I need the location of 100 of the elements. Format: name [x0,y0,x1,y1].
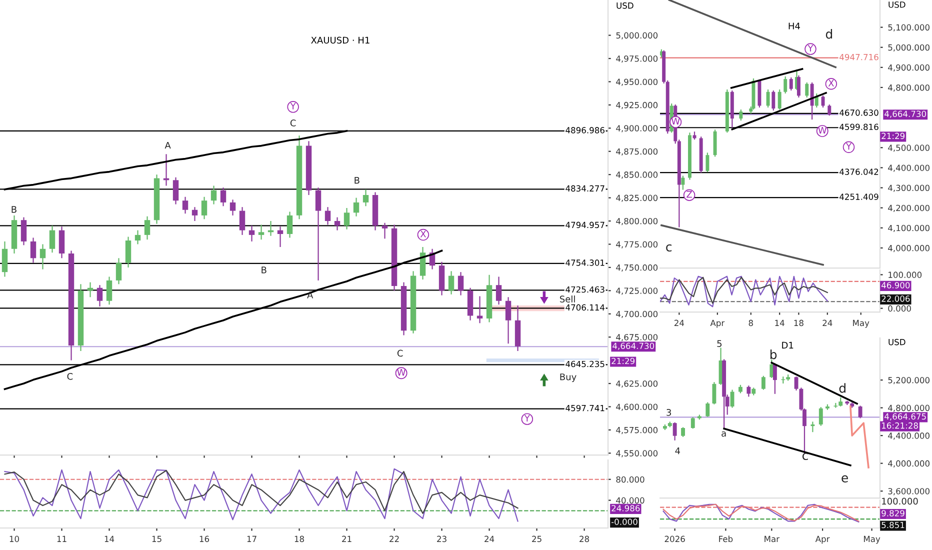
y-tick-label: 4,800.000 [616,218,658,226]
candlestick [49,225,56,254]
candlestick [772,362,777,394]
y-tick-label: 5,100.000 [888,24,930,32]
y-tick-label: 40.000 [616,497,644,504]
annotation: W [397,369,406,376]
candlestick [277,226,284,248]
line-series [4,470,518,514]
text: 9.829 [882,510,904,516]
candlestick [334,216,340,231]
y-tick-label: 4,700.000 [616,310,658,318]
y-tick-label: 4,925.000 [616,102,658,110]
candlestick [182,196,188,214]
y-tick-label: 4,300.000 [888,184,930,192]
candlestick [144,216,150,240]
annotation: b [770,350,777,360]
candlestick [324,206,331,226]
ref-line-label: 4,664.675 [884,413,926,420]
annotation: Y [808,44,814,52]
y-tick-label: 4,950.000 [616,78,658,86]
candlestick [706,402,710,418]
ref-line-label: 4896.986 [566,127,604,134]
candlestick [30,237,36,264]
candlestick [476,296,483,324]
y-tick-label: 4,400.000 [888,164,930,172]
text: -0.000 [611,518,638,525]
candlestick [761,375,766,390]
annotation: B [262,266,266,274]
candlestick [172,176,179,205]
y-tick-label: 4,800.000 [888,404,930,412]
y-tick-label: 3,600.000 [888,488,930,496]
candlestick [739,108,743,122]
annotation: e [842,475,848,482]
text: 21:29 [612,358,635,364]
annotation: Z [686,191,692,198]
x-tick-label: 24 [484,536,494,542]
candlestick [239,206,246,236]
line-series [850,406,870,468]
candlestick [814,92,818,108]
candlestick [712,382,716,405]
y-tick-label: 5,000.000 [888,44,930,52]
candlestick [210,185,217,205]
annotation: B [12,206,16,213]
candlestick [746,385,751,398]
y-tick-label: 4,900.000 [616,125,658,132]
x-tick-label: 14 [104,536,114,542]
x-tick-label: Apr [815,536,830,544]
x-tick-label: 24 [674,320,684,326]
candlestick [796,74,800,98]
y-tick-label: 4,900.000 [888,64,930,72]
ref-line-label: 4597.741 [566,404,604,412]
annotation: W [671,118,680,124]
y-tick-label: 80.000 [616,476,644,483]
y-tick-label: 4,400.000 [888,432,930,440]
text: 5.851 [882,522,904,528]
x-tick-label: May [853,320,870,328]
candlestick [778,88,782,110]
x-tick-label: 2026 [664,536,685,542]
annotation: c [802,452,808,460]
annotation: X [420,230,426,238]
ref-line-label: 4706.114 [566,304,605,311]
y-tick-label: 4,800.000 [888,84,930,92]
candlestick [344,207,350,230]
candlestick [286,211,293,238]
candlestick [448,270,454,295]
ref-line-label: 4,664.730 [884,110,926,118]
y-tick-label: 4,200.000 [888,204,930,212]
x-tick-label: 28 [580,536,590,542]
candlestick [458,272,464,296]
x-tick-label: 18 [294,536,304,542]
annotation: C [67,373,73,380]
annotation: Buy [560,374,576,382]
annotation: C [290,120,296,126]
candlestick [858,405,862,419]
x-tick-label: Feb [719,536,733,542]
y-tick-label: 4,825.000 [616,194,658,202]
candlestick [40,244,46,270]
ref-line-label: 4670.630 [840,110,878,116]
ref-line-label: 4947.716 [840,54,878,60]
x-tick-label: 15 [152,536,162,542]
candlestick [134,230,141,245]
annotation: B [354,177,360,184]
y-tick-label: 0.000 [888,305,911,312]
x-tick-label: 21 [342,536,352,542]
candlestick [828,104,832,116]
text: 22.006 [882,296,910,302]
annotation: a [722,431,726,437]
candlestick [706,152,710,173]
annotation: A [164,142,171,149]
y-tick-label: 4,575.000 [616,426,658,434]
candlestick [315,187,322,281]
ref-line-label: 4725.463 [566,286,604,293]
x-tick-label: 14 [775,320,784,326]
y-tick-label: 5,200.000 [888,377,930,384]
candlestick [20,216,27,246]
x-tick-label: 11 [57,536,66,542]
x-tick-label: May [864,536,880,544]
y-tick-label: 100.000 [888,272,922,278]
ref-line-label: 4376.042 [840,168,878,175]
candlestick [505,296,512,344]
